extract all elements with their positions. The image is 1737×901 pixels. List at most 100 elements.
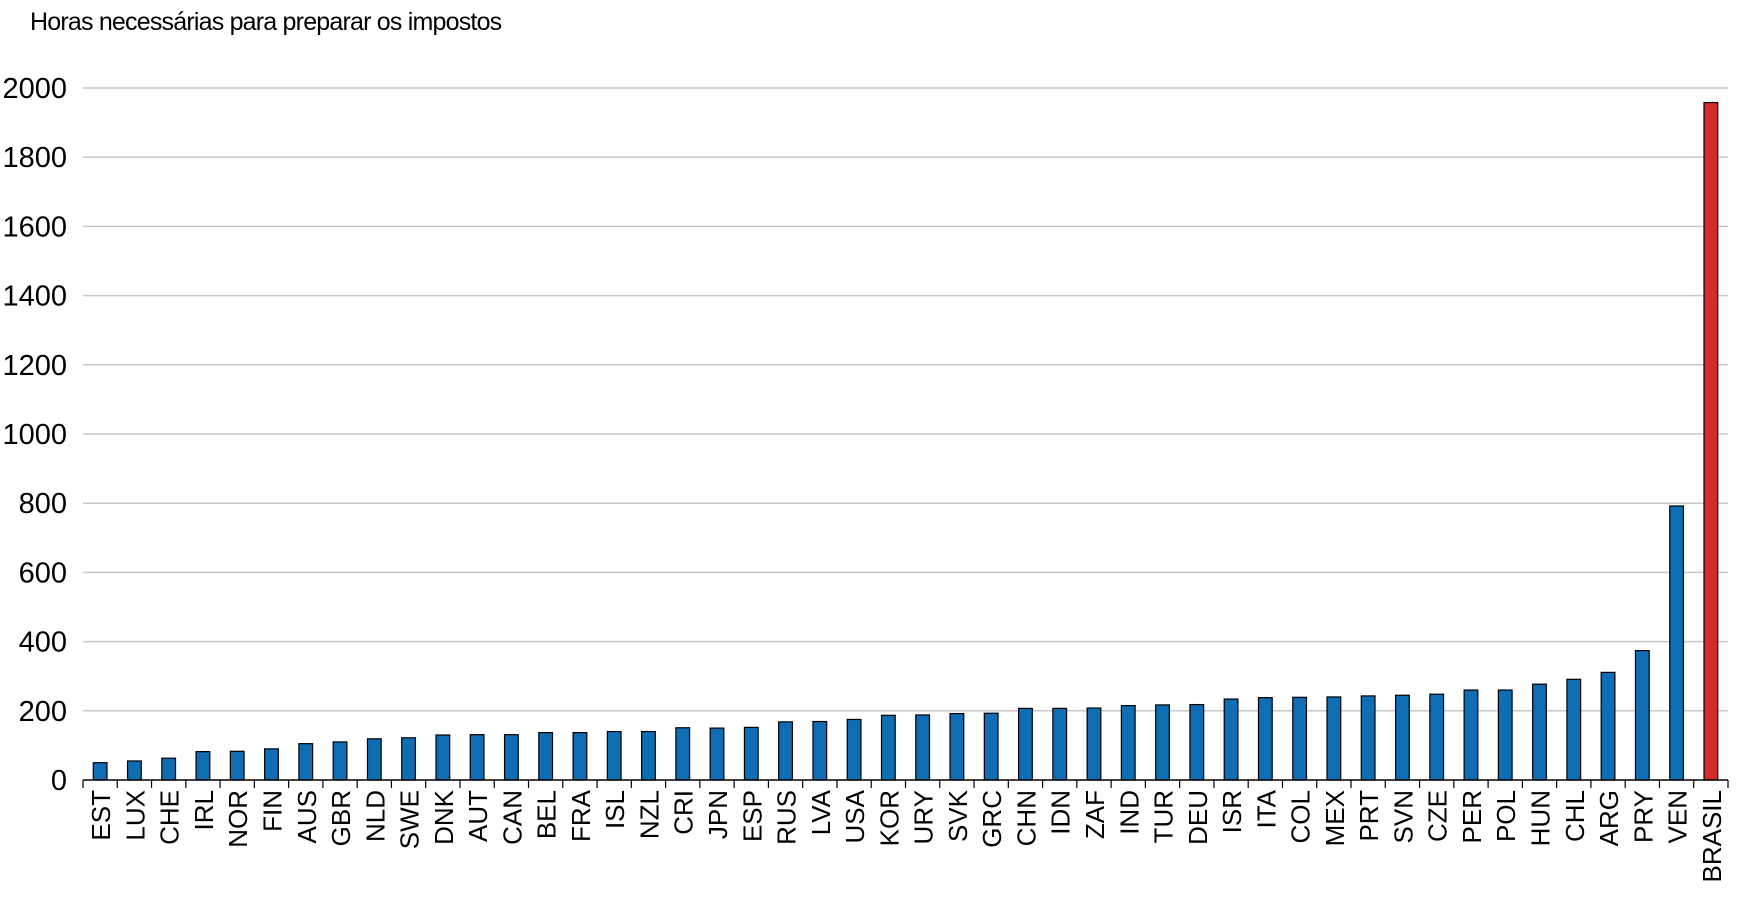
y-tick-label: 2000 [2,73,67,105]
x-tick-label: USA [840,789,870,843]
x-tick-label: LUX [120,790,150,841]
bar [298,743,314,781]
x-tick-label: PRY [1628,790,1658,843]
bar [1463,689,1479,781]
x-tick-label: URY [909,790,939,844]
chart-title: Horas necessárias para preparar os impos… [30,8,502,36]
bar [1223,698,1239,781]
bar [1052,707,1068,781]
bar [846,718,862,781]
x-tick-label: NZL [634,790,664,839]
bar [812,720,828,781]
x-tick-label: CHN [1011,790,1041,846]
x-tick-label: IDN [1046,790,1076,835]
bar [126,760,142,781]
bar [915,714,931,781]
x-tick-label: GRC [977,790,1007,848]
bar [1292,696,1308,781]
x-tick-label: LVA [806,789,836,835]
x-tick-label: ITA [1251,789,1281,828]
x-tick-label: FIN [257,790,287,832]
x-tick-label: AUT [463,790,493,842]
x-tick-label: SWE [395,790,425,849]
bar [1532,683,1547,781]
x-tick-label: CRI [669,790,699,835]
bar [1429,693,1445,781]
bar [606,730,622,781]
x-tick-label: CHE [155,790,185,845]
y-tick-label: 0 [51,765,67,797]
x-tick-label: PER [1457,790,1487,843]
bar [1497,689,1513,781]
y-tick-label: 1400 [2,281,67,313]
bar [641,730,656,781]
x-tick-label: AUS [292,790,322,843]
y-tick-label: 1800 [2,142,67,174]
bar [1326,696,1342,781]
x-tick-label: VEN [1663,790,1693,843]
x-tick-label: MEX [1320,790,1350,846]
bar [332,741,348,781]
bar [1634,649,1650,781]
y-tick-label: 800 [19,488,67,520]
x-tick-label: RUS [772,790,802,845]
bar [983,712,999,781]
bar [366,738,382,781]
x-tick-label: ZAF [1080,790,1110,839]
bar [1189,703,1205,781]
x-tick-label: PRT [1354,790,1384,842]
x-tick-label: FRA [566,789,596,842]
bar [1086,707,1102,781]
x-tick-label: DEU [1183,790,1213,845]
bar [572,731,588,781]
bar [161,757,177,781]
x-tick-label: IND [1114,790,1144,835]
bar [92,762,108,781]
bar [949,712,965,781]
bar [503,734,519,781]
bar [1017,707,1033,781]
bar [675,727,691,781]
y-tick-label: 1000 [2,419,67,451]
bar [1257,697,1273,781]
x-tick-label: CAN [497,790,527,845]
bar [229,750,245,781]
bar [1600,671,1616,781]
y-tick-label: 400 [19,627,67,659]
bar [469,734,485,781]
bar [1703,101,1719,781]
x-tick-label: DNK [429,789,459,845]
x-tick-label: HUN [1526,790,1556,846]
x-tick-label: BEL [532,790,562,839]
bar [401,737,417,781]
y-tick-label: 600 [19,557,67,589]
bar [1566,678,1582,781]
bar [778,721,794,781]
y-tick-label: 1200 [2,350,67,382]
bar [1120,705,1136,781]
x-tick-label: SVK [943,789,973,842]
x-tick-label: IRL [189,790,219,830]
x-tick-label: BRASIL [1697,790,1727,883]
x-tick-label: COL [1286,790,1316,843]
x-tick-label: NLD [360,790,390,842]
bar [1669,505,1685,781]
bar [538,731,554,781]
x-tick-label: EST [86,790,116,841]
x-tick-label: GBR [326,790,356,846]
bar [743,726,759,781]
bar [435,734,451,781]
x-tick-label: ARG [1594,790,1624,846]
bar [195,751,211,781]
x-tick-label: NOR [223,790,253,848]
y-tick-label: 1600 [2,211,67,243]
y-tick-label: 200 [19,696,67,728]
x-tick-label: ISL [600,790,630,829]
x-tick-label: CHL [1560,790,1590,842]
x-tick-label: ESP [737,790,767,842]
x-tick-label: JPN [703,790,733,839]
bar [264,748,279,781]
x-tick-label: SVN [1388,790,1418,843]
